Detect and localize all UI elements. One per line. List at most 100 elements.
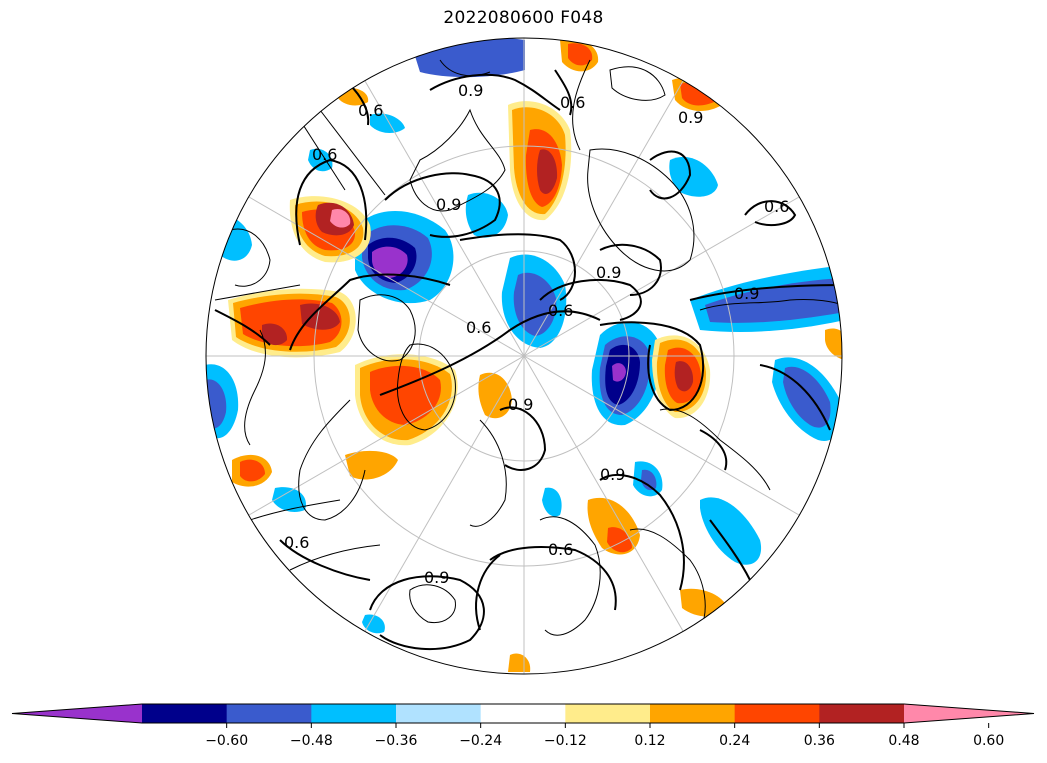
contour-label: 0.9 (596, 263, 621, 282)
negative-anomaly-area (370, 113, 405, 134)
contour-line (539, 279, 642, 321)
contour-line (699, 429, 728, 471)
negative-anomaly-area (612, 363, 626, 382)
colorbar-bin (311, 704, 397, 723)
contour-line (649, 150, 692, 200)
contour-line (554, 69, 573, 116)
colorbar-tick-label: −0.24 (459, 733, 502, 749)
contour-label: 0.6 (548, 301, 573, 320)
coastline (699, 299, 842, 311)
contour-label: 0.9 (436, 195, 461, 214)
coastline (659, 408, 771, 491)
contour-labels: 0.9 0.6 0.9 0.6 0.6 0.9 0.9 0.6 0.9 0.9 … (284, 81, 789, 587)
colorbar-tick-label: 0.36 (804, 733, 835, 749)
positive-anomaly-area (568, 43, 593, 66)
contour-lines (214, 69, 842, 651)
contour-label: 0.9 (458, 81, 483, 100)
positive-anomaly-area (825, 328, 842, 360)
positive-anomaly-area (345, 450, 398, 480)
contour-label: 0.6 (560, 93, 585, 112)
colorbar-extend-min (12, 704, 142, 723)
contour-label: 0.6 (358, 101, 383, 120)
contour-label: 0.6 (548, 540, 573, 559)
contour-label: 0.6 (466, 318, 491, 337)
negative-anomaly-area (542, 487, 562, 517)
colorbar-bin (734, 704, 820, 723)
coastline (396, 343, 456, 431)
negative-anomaly-area (641, 469, 657, 491)
negative-anomaly-area (272, 487, 306, 512)
contour-line (279, 539, 371, 581)
colorbar-tick-label: 0.60 (973, 733, 1004, 749)
map-title: 2022080600 F048 (443, 8, 604, 28)
contour-line (429, 73, 561, 111)
contour-line (369, 575, 485, 651)
contour-label: 0.6 (764, 197, 789, 216)
contour-label: 0.9 (508, 395, 533, 414)
contour-line (689, 284, 842, 301)
contour-label: 0.9 (678, 108, 703, 127)
map-boundary (205, 37, 843, 675)
positive-anomaly-area (300, 303, 340, 330)
contour-line (384, 172, 501, 238)
colorbar-tick-label: −0.12 (544, 733, 587, 749)
map-content (206, 38, 842, 674)
contour-line (379, 310, 601, 396)
colorbar-tick-label: 0.12 (634, 733, 665, 749)
contour-line (599, 321, 705, 412)
positive-anomaly-area (508, 653, 531, 672)
coastline (229, 228, 271, 287)
positive-anomaly-area (262, 323, 288, 346)
coastline (609, 66, 666, 101)
colorbar-outline (11, 703, 1035, 724)
contour-line (709, 519, 751, 581)
contour-label: 0.9 (734, 284, 759, 303)
coastline (319, 109, 386, 196)
coastline (409, 584, 456, 624)
negative-anomaly-area (669, 156, 718, 197)
positive-anomaly-area (537, 149, 558, 194)
graticule (206, 38, 842, 674)
colorbar-tick-label: 0.24 (719, 733, 750, 749)
negative-anomaly-area (705, 278, 842, 323)
colorbar-tick-label: 0.48 (888, 733, 919, 749)
negative-anomaly-area (308, 148, 333, 172)
negative-anomaly-area (700, 497, 762, 565)
colorbar-bin (480, 704, 566, 723)
contour-line (599, 474, 685, 591)
contour-line (599, 243, 662, 296)
coastline (409, 108, 506, 212)
coastline (439, 59, 491, 77)
colorbar: −0.60 −0.48 −0.36 −0.24 −0.12 0.12 0.24 0.36 0.4… (11, 703, 1035, 749)
contour-line (214, 309, 271, 346)
positive-anomaly-area (330, 208, 351, 228)
colorbar-bin (142, 704, 228, 723)
colorbar-bin (226, 704, 312, 723)
coastline (539, 516, 601, 636)
contour-label: 0.9 (424, 568, 449, 587)
positive-anomaly-area (478, 372, 512, 419)
colorbar-bin (565, 704, 651, 723)
coastline (299, 119, 346, 191)
coastline (469, 419, 507, 527)
colorbar-bin (819, 704, 905, 723)
contour-line (499, 406, 547, 471)
contour-line (289, 273, 451, 351)
coastline (244, 329, 266, 446)
contour-line (475, 554, 501, 631)
coastline (298, 399, 366, 521)
colorbar-extend-max (904, 704, 1034, 723)
positive-anomaly-area (680, 82, 714, 106)
negative-anomaly-area (465, 192, 508, 238)
negative-anomaly-area (372, 246, 408, 278)
coastline (249, 499, 341, 521)
contour-line (744, 200, 797, 227)
coastline (357, 294, 416, 362)
coastlines (214, 59, 842, 636)
contour-label: 0.9 (600, 465, 625, 484)
contour-line (459, 233, 576, 301)
colorbar-tick-label: −0.60 (205, 733, 248, 749)
negative-anomaly-area (362, 614, 385, 634)
coastline (214, 284, 301, 301)
